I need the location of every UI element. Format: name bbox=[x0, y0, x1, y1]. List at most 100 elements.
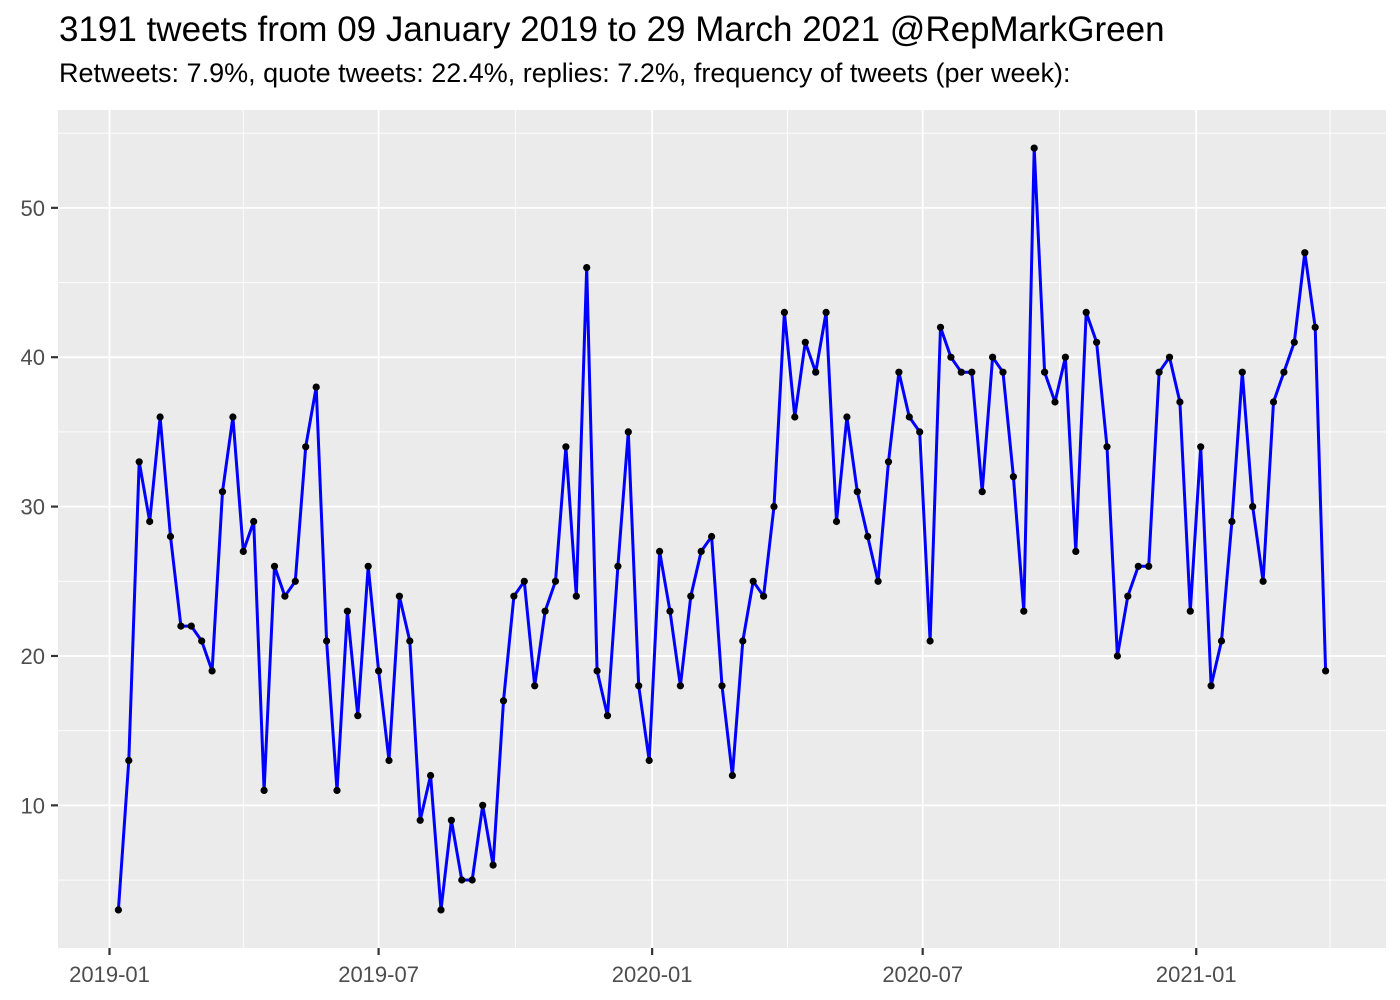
x-axis-tick-label: 2020-01 bbox=[612, 962, 693, 987]
data-point bbox=[312, 383, 320, 391]
data-point bbox=[760, 592, 768, 600]
x-axis-tick-label: 2021-01 bbox=[1156, 962, 1237, 987]
data-point bbox=[1217, 637, 1226, 645]
data-point bbox=[916, 428, 924, 436]
data-point bbox=[562, 443, 570, 451]
data-point bbox=[656, 547, 664, 556]
data-point bbox=[645, 756, 653, 765]
data-point bbox=[1228, 517, 1236, 526]
data-point bbox=[749, 577, 757, 585]
chart-title: 3191 tweets from 09 January 2019 to 29 M… bbox=[59, 10, 1165, 49]
data-point bbox=[239, 547, 247, 556]
x-axis-tick-label: 2020-07 bbox=[882, 962, 963, 987]
data-point bbox=[135, 458, 143, 466]
data-point bbox=[926, 637, 934, 645]
data-point bbox=[1134, 562, 1142, 570]
data-point bbox=[156, 413, 164, 421]
data-point bbox=[697, 547, 705, 556]
data-point bbox=[458, 876, 466, 884]
data-point bbox=[572, 592, 580, 600]
data-point bbox=[364, 562, 372, 570]
data-point bbox=[770, 503, 778, 511]
data-point bbox=[302, 443, 310, 451]
y-axis-tick-label: 30 bbox=[21, 495, 45, 520]
data-point bbox=[146, 517, 154, 526]
data-point bbox=[1269, 398, 1278, 406]
data-point bbox=[1082, 308, 1090, 316]
data-point bbox=[989, 353, 997, 361]
data-point bbox=[968, 368, 976, 376]
data-point bbox=[874, 577, 882, 585]
data-point bbox=[1072, 547, 1080, 556]
data-point bbox=[229, 413, 237, 421]
data-point bbox=[385, 756, 393, 765]
data-point bbox=[1030, 144, 1038, 152]
data-point bbox=[333, 786, 341, 795]
data-point bbox=[447, 816, 455, 824]
data-point bbox=[957, 368, 965, 376]
data-point bbox=[593, 667, 601, 675]
data-point bbox=[208, 667, 216, 675]
data-point bbox=[187, 622, 195, 630]
chart-subtitle: Retweets: 7.9%, quote tweets: 22.4%, rep… bbox=[59, 58, 1071, 88]
data-point bbox=[177, 622, 185, 630]
data-point bbox=[728, 771, 737, 780]
data-point bbox=[354, 712, 362, 720]
data-point bbox=[1093, 338, 1101, 346]
data-point bbox=[1322, 667, 1330, 675]
data-point bbox=[166, 532, 175, 541]
data-point bbox=[1280, 368, 1288, 376]
y-axis-tick-label: 10 bbox=[21, 793, 45, 818]
data-point bbox=[1311, 323, 1319, 331]
data-point bbox=[1041, 368, 1049, 376]
data-point bbox=[822, 308, 830, 316]
data-point bbox=[1165, 353, 1174, 361]
data-point bbox=[843, 413, 851, 421]
data-point bbox=[198, 637, 206, 645]
data-point bbox=[1009, 473, 1018, 481]
data-point bbox=[437, 906, 445, 914]
data-point bbox=[905, 413, 913, 421]
data-point bbox=[1113, 652, 1121, 660]
data-point bbox=[676, 682, 685, 690]
data-point bbox=[603, 712, 612, 720]
data-point bbox=[1061, 353, 1069, 361]
data-point bbox=[708, 532, 716, 541]
data-point bbox=[427, 771, 435, 780]
data-point bbox=[479, 801, 487, 809]
data-point bbox=[895, 368, 903, 376]
data-point bbox=[635, 682, 643, 690]
data-point bbox=[375, 667, 383, 675]
data-point bbox=[1249, 503, 1257, 511]
data-point bbox=[531, 682, 539, 690]
data-point bbox=[395, 592, 403, 600]
data-point bbox=[260, 786, 268, 795]
x-axis-tick-label: 2019-01 bbox=[69, 962, 150, 987]
data-point bbox=[323, 637, 331, 645]
data-point bbox=[499, 697, 508, 705]
data-point bbox=[1103, 443, 1111, 451]
data-point bbox=[1238, 368, 1246, 376]
data-point bbox=[291, 577, 299, 585]
data-point bbox=[1197, 443, 1205, 451]
data-point bbox=[218, 488, 227, 496]
data-point bbox=[832, 517, 841, 526]
data-point bbox=[270, 562, 279, 570]
data-point bbox=[780, 308, 789, 316]
data-point bbox=[801, 338, 809, 346]
data-point bbox=[864, 532, 872, 541]
data-point bbox=[1186, 607, 1194, 615]
data-point bbox=[1176, 398, 1184, 406]
data-point bbox=[114, 906, 122, 914]
x-axis-tick-label: 2019-07 bbox=[338, 962, 419, 987]
data-point bbox=[978, 488, 986, 496]
data-point bbox=[999, 368, 1007, 376]
data-point bbox=[1020, 607, 1028, 615]
data-point bbox=[125, 756, 133, 765]
data-point bbox=[416, 816, 424, 824]
data-point bbox=[791, 413, 799, 421]
data-point bbox=[624, 428, 632, 436]
data-point bbox=[1051, 398, 1059, 406]
